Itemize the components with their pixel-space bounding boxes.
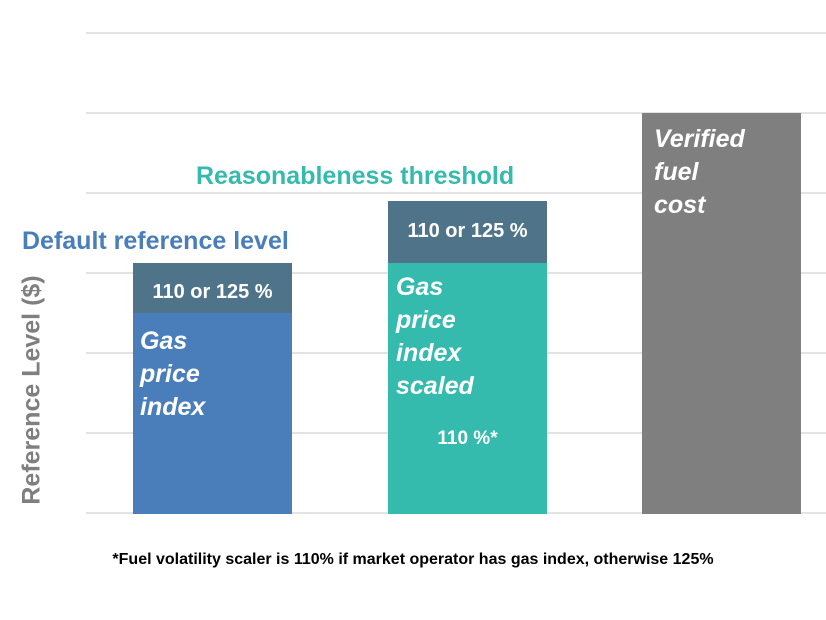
bar2-adder-segment: 110 or 125 % [388,201,547,263]
gridline [86,112,826,114]
footnote: *Fuel volatility scaler is 110% if marke… [112,551,714,568]
bar1-adder-segment: 110 or 125 % [133,263,292,313]
bar1-base-label: Gas price index [140,327,206,421]
bar-verified-fuel-cost: Verified fuel cost [642,113,801,514]
default-reference-level-title: Default reference level [22,227,289,255]
bar1-adder-label: 110 or 125 % [152,281,273,303]
reasonableness-threshold-title: Reasonableness threshold [196,162,515,190]
bar2-base-label: Gas price index scaled [396,273,474,400]
y-axis-label: Reference Level ($) [17,275,46,505]
bar-default-reference-level: 110 or 125 % Gas price index [133,263,292,514]
bar2-adder-label: 110 or 125 % [407,220,528,242]
bar1-base-segment: Gas price index [133,313,292,514]
bar2-note-label: 110 %* [437,428,498,449]
bar-reasonableness-threshold: 110 or 125 % Gas price index scaled 110 … [388,201,547,514]
gridline [86,192,826,194]
bar3-label: Verified fuel cost [654,125,745,219]
gridline [86,32,826,34]
bar2-base-segment: Gas price index scaled 110 %* [388,263,547,514]
